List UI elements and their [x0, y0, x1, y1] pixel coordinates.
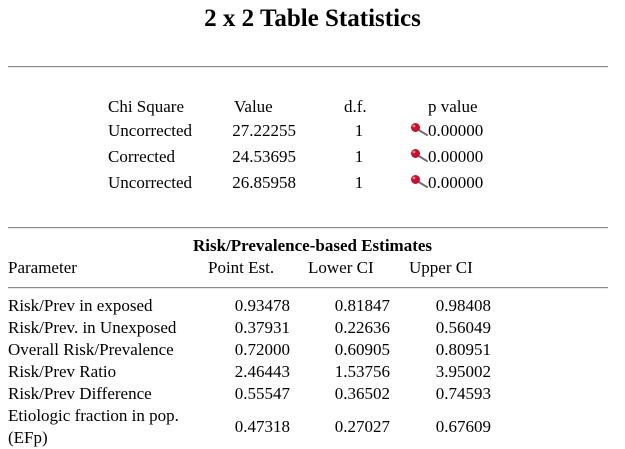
estimate-upper-ci: 3.95002 [435, 362, 491, 381]
column-header-lower-ci: Lower CI [308, 258, 374, 277]
estimate-lower-ci: 0.36502 [334, 384, 390, 403]
estimate-lower-ci: 0.60905 [334, 340, 390, 359]
estimate-lower-ci: 1.53756 [334, 362, 390, 381]
column-header-df: d.f. [344, 97, 367, 116]
column-header-point-est: Point Est. [208, 258, 275, 277]
estimate-point: 0.47318 [234, 417, 290, 436]
estimate-point: 0.37931 [234, 318, 290, 337]
divider [8, 66, 608, 68]
chi-row-df: 1 [354, 147, 364, 166]
chi-row-p-value: 0.00000 [428, 121, 484, 140]
chi-row-df: 1 [354, 121, 364, 140]
estimate-parameter: Etiologic fraction in pop. [8, 406, 179, 425]
chi-row-value: 24.53695 [232, 147, 296, 166]
estimate-lower-ci: 0.27027 [334, 417, 390, 436]
estimate-point: 2.46443 [234, 362, 290, 381]
section-title: Risk/Prevalence-based Estimates [192, 236, 433, 255]
estimate-upper-ci: 0.80951 [435, 340, 491, 359]
estimate-lower-ci: 0.81847 [334, 296, 390, 315]
divider [8, 287, 608, 289]
chi-row-value: 26.85958 [232, 173, 296, 192]
column-header-upper-ci: Upper CI [409, 258, 473, 277]
estimate-upper-ci: 0.74593 [435, 384, 491, 403]
chi-row-value: 27.22255 [232, 121, 296, 140]
chi-row-p-value: 0.00000 [428, 173, 484, 192]
chi-row-name: Corrected [108, 147, 176, 166]
chi-row-name: Uncorrected [108, 173, 193, 192]
column-header-chi-square: Chi Square [108, 97, 185, 116]
pushpin-icon[interactable] [409, 148, 429, 164]
pushpin-icon[interactable] [409, 174, 429, 190]
page-title: 2 x 2 Table Statistics [204, 5, 421, 32]
divider [8, 227, 608, 229]
chi-row-df: 1 [354, 173, 364, 192]
chi-row-name: Uncorrected [108, 121, 193, 140]
estimate-upper-ci: 0.56049 [435, 318, 491, 337]
estimate-lower-ci: 0.22636 [334, 318, 390, 337]
estimate-parameter: Risk/Prev. in Unexposed [8, 318, 177, 337]
estimate-upper-ci: 0.67609 [435, 417, 491, 436]
estimate-point: 0.72000 [234, 340, 290, 359]
chi-row-p-value: 0.00000 [428, 147, 484, 166]
column-header-parameter: Parameter [8, 258, 77, 277]
estimate-parameter: Overall Risk/Prevalence [8, 340, 174, 359]
estimate-parameter: Risk/Prev in exposed [8, 296, 153, 315]
estimate-upper-ci: 0.98408 [435, 296, 491, 315]
estimate-point: 0.93478 [234, 296, 290, 315]
pushpin-icon[interactable] [409, 122, 429, 138]
estimate-parameter-continued: (EFp) [8, 428, 48, 447]
estimate-parameter: Risk/Prev Difference [8, 384, 152, 403]
column-header-value: Value [234, 97, 273, 116]
column-header-p-value: p value [428, 97, 478, 116]
estimate-point: 0.55547 [234, 384, 290, 403]
estimate-parameter: Risk/Prev Ratio [8, 362, 117, 381]
